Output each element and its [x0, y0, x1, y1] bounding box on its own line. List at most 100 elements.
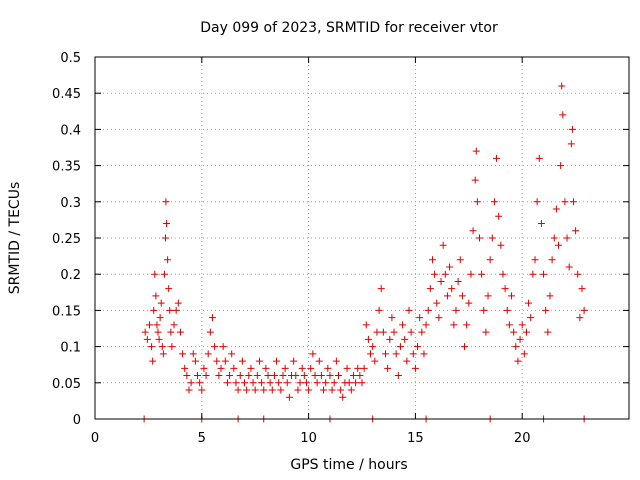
data-point — [226, 372, 234, 380]
data-point — [200, 364, 208, 372]
y-tick-label: 0.1 — [60, 341, 81, 356]
data-point — [217, 364, 225, 372]
data-point — [544, 328, 552, 336]
data-point — [452, 306, 460, 314]
data-point — [268, 386, 276, 394]
data-point — [542, 306, 550, 314]
data-point — [514, 357, 522, 365]
data-point — [490, 198, 498, 206]
data-point — [522, 328, 530, 336]
data-point — [441, 270, 449, 278]
data-point — [339, 393, 347, 401]
data-point — [399, 321, 407, 329]
y-tick-label: 0.5 — [60, 51, 81, 66]
data-point — [243, 386, 251, 394]
data-point — [367, 350, 375, 358]
data-point — [300, 372, 308, 380]
data-point — [559, 111, 567, 119]
data-point — [313, 379, 321, 387]
data-point — [388, 314, 396, 322]
x-tick-label: 10 — [300, 431, 317, 446]
data-point — [580, 306, 588, 314]
x-tick-label: 5 — [198, 431, 206, 446]
data-point — [428, 256, 436, 264]
x-tick-label: 20 — [514, 431, 531, 446]
data-point — [375, 306, 383, 314]
data-point — [163, 220, 171, 228]
data-point — [230, 364, 238, 372]
data-point — [484, 292, 492, 300]
data-point — [394, 372, 402, 380]
data-point — [294, 386, 302, 394]
data-point — [473, 198, 481, 206]
data-point — [283, 379, 291, 387]
data-point — [191, 357, 199, 365]
data-point — [505, 321, 513, 329]
data-point — [302, 379, 310, 387]
data-point — [568, 125, 576, 133]
data-point — [431, 270, 439, 278]
data-point — [219, 343, 227, 351]
data-point — [558, 82, 566, 90]
data-point — [437, 277, 445, 285]
data-point — [149, 357, 157, 365]
data-point — [377, 285, 385, 293]
data-point — [529, 270, 537, 278]
data-point — [309, 350, 317, 358]
data-point — [352, 379, 360, 387]
data-point — [495, 212, 503, 220]
grid-lines — [95, 57, 629, 419]
data-point — [499, 270, 507, 278]
data-point — [478, 270, 486, 278]
data-point — [170, 321, 178, 329]
data-point — [407, 328, 415, 336]
data-point — [480, 306, 488, 314]
data-point — [354, 364, 362, 372]
data-point — [454, 277, 462, 285]
data-point — [335, 372, 343, 380]
data-point — [386, 335, 394, 343]
data-point — [345, 379, 353, 387]
data-point — [533, 198, 541, 206]
data-point — [158, 343, 166, 351]
data-point — [578, 285, 586, 293]
data-point — [183, 372, 191, 380]
chart-title: Day 099 of 2023, SRMTID for receiver vto… — [200, 20, 498, 36]
data-point — [403, 357, 411, 365]
data-point — [232, 379, 240, 387]
data-point — [159, 350, 167, 358]
data-point — [247, 364, 255, 372]
data-point — [448, 285, 456, 293]
data-point — [488, 234, 496, 242]
data-point — [379, 328, 387, 336]
data-point — [296, 379, 304, 387]
data-point — [160, 270, 168, 278]
data-points — [140, 82, 588, 423]
data-point — [258, 379, 266, 387]
data-point — [420, 350, 428, 358]
data-point — [569, 198, 577, 206]
data-point — [384, 364, 392, 372]
data-point — [450, 321, 458, 329]
data-point — [472, 147, 480, 155]
data-point — [215, 372, 223, 380]
data-point — [563, 234, 571, 242]
data-point — [262, 364, 270, 372]
data-point — [414, 343, 422, 351]
data-point — [439, 241, 447, 249]
data-point — [550, 234, 558, 242]
data-point — [525, 299, 533, 307]
data-point — [204, 350, 212, 358]
data-point — [461, 343, 469, 351]
data-point — [416, 314, 424, 322]
data-point — [196, 379, 204, 387]
data-point — [471, 176, 479, 184]
data-point — [503, 306, 511, 314]
data-point — [208, 314, 216, 322]
data-point — [145, 321, 153, 329]
data-point — [273, 357, 281, 365]
data-point — [156, 314, 164, 322]
data-point — [150, 306, 158, 314]
y-tick-label: 0.45 — [52, 87, 81, 102]
data-point — [516, 335, 524, 343]
